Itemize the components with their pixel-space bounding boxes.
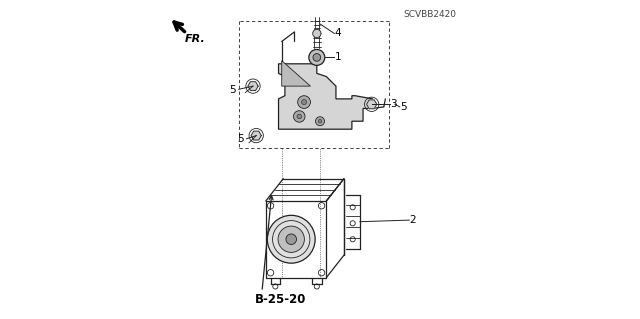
Circle shape xyxy=(309,49,324,65)
Circle shape xyxy=(313,29,321,38)
Polygon shape xyxy=(251,131,261,140)
Circle shape xyxy=(297,114,301,119)
Circle shape xyxy=(298,96,310,108)
Circle shape xyxy=(286,234,296,244)
Circle shape xyxy=(278,226,305,252)
Polygon shape xyxy=(367,100,377,109)
Text: 1: 1 xyxy=(334,52,341,63)
Text: FR.: FR. xyxy=(185,34,206,44)
Text: 5: 5 xyxy=(400,102,406,112)
Circle shape xyxy=(313,54,321,61)
Circle shape xyxy=(316,117,324,126)
Text: 5: 5 xyxy=(237,134,243,145)
Text: SCVBB2420: SCVBB2420 xyxy=(403,10,456,19)
Circle shape xyxy=(294,111,305,122)
Polygon shape xyxy=(278,64,372,129)
Text: 4: 4 xyxy=(334,28,341,39)
Circle shape xyxy=(268,215,315,263)
Circle shape xyxy=(318,119,322,123)
Polygon shape xyxy=(282,61,310,86)
Text: 3: 3 xyxy=(390,99,397,109)
Text: B-25-20: B-25-20 xyxy=(255,293,306,306)
Circle shape xyxy=(301,100,307,105)
Polygon shape xyxy=(248,82,258,91)
Text: 5: 5 xyxy=(229,85,236,95)
Text: 2: 2 xyxy=(410,215,416,225)
